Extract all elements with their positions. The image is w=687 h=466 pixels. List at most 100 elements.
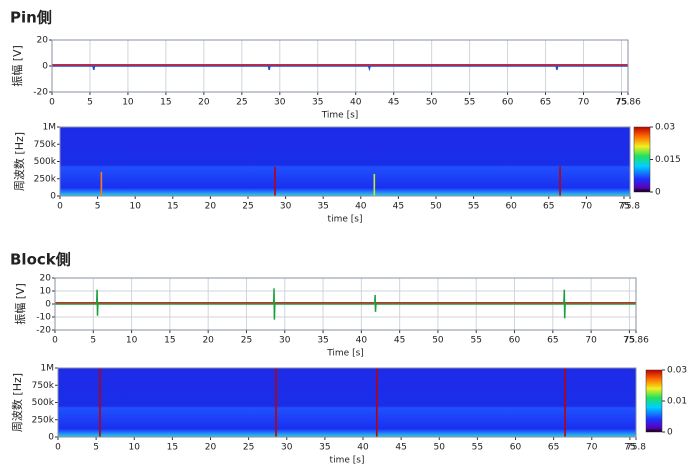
x-tick-label: 30 (280, 202, 292, 212)
x-tick-label: 10 (122, 98, 134, 108)
y-tick-label: -20 (33, 88, 48, 98)
x-tick-label: 35 (312, 98, 323, 108)
x-tick-label: 60 (502, 98, 514, 108)
x-tick-label: 0 (52, 336, 58, 346)
x-tick-label: 20 (205, 202, 217, 212)
y-tick-label: 250k (34, 174, 57, 184)
colorbar-tick-label: 0 (667, 428, 673, 438)
y-tick-label: 750k (34, 140, 57, 150)
x-tick-label: 25 (243, 443, 254, 453)
x-tick-label: 30 (274, 98, 286, 108)
x-tick-label: 75.86 (623, 336, 649, 346)
x-tick-label: 65 (540, 98, 551, 108)
x-tick-label: 50 (432, 336, 444, 346)
colorbar (645, 369, 663, 433)
y-tick-label: 10 (40, 287, 52, 297)
x-tick-label: 75.8 (626, 443, 646, 453)
x-tick-label: 50 (434, 443, 446, 453)
colorbar-tick-label: 0.015 (667, 397, 687, 407)
x-tick-label: 60 (505, 202, 517, 212)
y-tick-label: 20 (37, 36, 49, 46)
x-tick-label: 35 (319, 443, 330, 453)
x-tick-label: 30 (281, 443, 293, 453)
x-tick-label: 15 (167, 443, 178, 453)
y-axis-label: 振幅 [V] (13, 283, 27, 325)
x-tick-label: 55 (471, 336, 482, 346)
x-axis-label: time [s] (328, 215, 363, 225)
line-series (55, 288, 636, 320)
x-tick-label: 5 (93, 443, 99, 453)
x-tick-label: 75.8 (620, 202, 640, 212)
colorbar-tick-label: 0 (655, 188, 661, 198)
x-tick-label: 10 (126, 336, 138, 346)
spectrogram-bg (60, 127, 630, 196)
x-tick-label: 15 (164, 336, 175, 346)
y-tick-label: -10 (36, 313, 51, 323)
x-tick-label: 5 (87, 98, 93, 108)
colorbar-tick-label: 0.015 (655, 155, 681, 165)
x-tick-label: 0 (55, 443, 61, 453)
plot-frame (59, 126, 631, 197)
y-tick-label: 500k (32, 398, 55, 408)
plot-frame (54, 277, 637, 331)
x-tick-label: 20 (205, 443, 217, 453)
x-tick-label: 10 (129, 443, 141, 453)
x-tick-label: 45 (388, 98, 399, 108)
x-tick-label: 65 (548, 443, 559, 453)
x-tick-label: 20 (198, 98, 210, 108)
y-tick-label: 20 (40, 274, 52, 284)
x-axis-label: time [s] (330, 456, 365, 466)
x-tick-label: 55 (464, 98, 475, 108)
x-tick-label: 70 (586, 443, 598, 453)
section-title: Pin側 (10, 9, 52, 27)
x-tick-label: 10 (129, 202, 141, 212)
plot-frame (51, 39, 629, 93)
y-axis-label: 振幅 [V] (10, 45, 24, 87)
x-tick-label: 75 (624, 443, 635, 453)
y-tick-label: 0 (50, 192, 56, 202)
y-tick-label: 0 (48, 433, 54, 443)
x-tick-label: 40 (356, 336, 368, 346)
plot-frame (57, 367, 637, 438)
y-axis-label: 周波数 [Hz] (13, 132, 26, 191)
y-tick-label: 1M (43, 123, 57, 133)
x-tick-label: 25 (236, 98, 247, 108)
x-tick-label: 45 (394, 336, 405, 346)
x-tick-label: 35 (317, 202, 328, 212)
y-tick-label: 1M (41, 364, 55, 374)
x-tick-label: 45 (395, 443, 406, 453)
line-series (52, 65, 628, 72)
x-tick-label: 25 (242, 202, 253, 212)
x-tick-label: 5 (95, 202, 101, 212)
x-tick-label: 75 (624, 336, 635, 346)
x-tick-label: 40 (355, 202, 367, 212)
x-tick-label: 40 (350, 98, 362, 108)
x-tick-label: 70 (585, 336, 597, 346)
x-tick-label: 75.86 (615, 98, 641, 108)
y-tick-label: 0 (42, 62, 48, 72)
x-tick-label: 30 (279, 336, 291, 346)
y-tick-label: -20 (36, 326, 51, 336)
x-tick-label: 65 (547, 336, 558, 346)
x-tick-label: 65 (543, 202, 554, 212)
spectrogram-bg (58, 368, 636, 437)
x-tick-label: 15 (167, 202, 178, 212)
y-tick-label: 750k (32, 381, 55, 391)
x-tick-label: 60 (510, 443, 522, 453)
colorbar-tick-label: 0.03 (655, 123, 675, 133)
y-tick-label: 250k (32, 415, 55, 425)
x-tick-label: 40 (357, 443, 369, 453)
x-tick-label: 35 (317, 336, 328, 346)
x-tick-label: 25 (241, 336, 252, 346)
x-tick-label: 70 (581, 202, 593, 212)
x-tick-label: 0 (49, 98, 55, 108)
x-tick-label: 70 (578, 98, 590, 108)
x-tick-label: 75 (616, 98, 627, 108)
x-tick-label: 0 (57, 202, 63, 212)
y-tick-label: 0 (45, 300, 51, 310)
colorbar-tick-label: 0.03 (667, 366, 687, 376)
section-title: Block側 (10, 251, 71, 269)
x-tick-label: 15 (160, 98, 171, 108)
y-tick-label: 500k (34, 157, 57, 167)
